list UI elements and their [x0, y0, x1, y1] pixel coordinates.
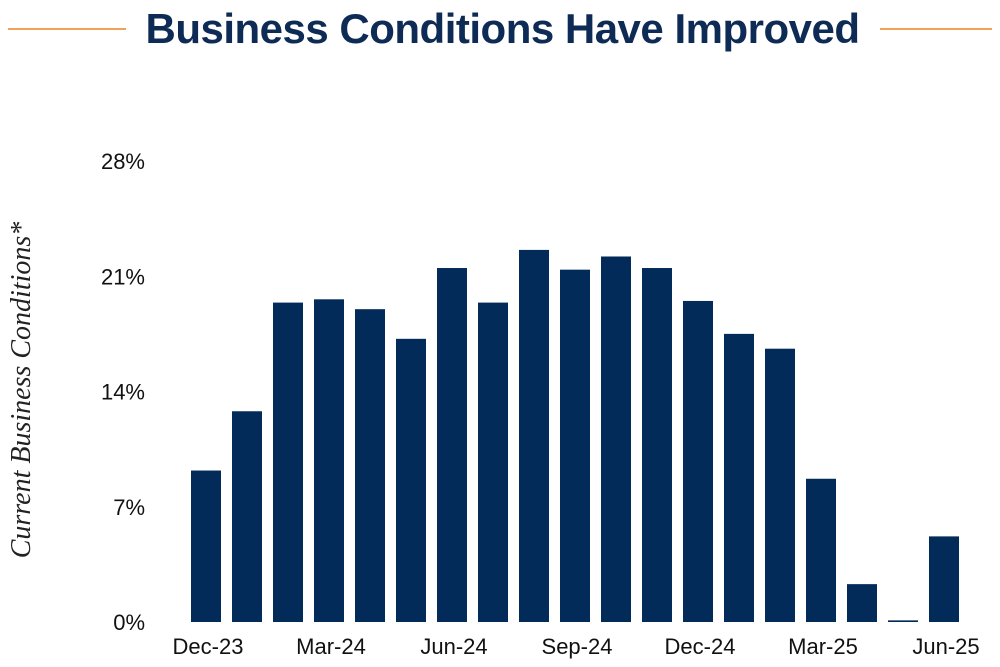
- bar-feb-25: [765, 348, 795, 622]
- x-tick-label: Mar-25: [788, 634, 858, 659]
- title-rule-left: [8, 28, 126, 30]
- bar-mar-25: [806, 478, 836, 622]
- bar-jun-25: [929, 536, 959, 622]
- bar-dec-23: [191, 470, 221, 622]
- x-tick-label: Mar-24: [296, 634, 366, 659]
- y-tick-label: 7%: [113, 495, 145, 520]
- bar-dec-24: [683, 300, 713, 622]
- bar-may-24: [396, 338, 426, 622]
- y-tick-label: 0%: [113, 610, 145, 635]
- y-tick-label: 21%: [101, 264, 145, 289]
- bar-apr-25: [847, 584, 877, 622]
- bar-mar-24: [314, 299, 344, 622]
- bar-jul-24: [478, 302, 508, 622]
- bar-feb-24: [273, 302, 303, 622]
- bar-apr-24: [355, 309, 385, 622]
- bar-aug-24: [519, 249, 549, 622]
- x-tick-label: Jun-24: [420, 634, 487, 659]
- x-tick-label: Dec-23: [173, 634, 244, 659]
- x-tick-label: Sep-24: [542, 634, 613, 659]
- bar-oct-24: [601, 256, 631, 622]
- bar-jan-25: [724, 333, 754, 622]
- title-rule-right: [880, 28, 992, 30]
- x-tick-label: Dec-24: [665, 634, 736, 659]
- title-row: Business Conditions Have Improved: [0, 0, 1000, 62]
- y-tick-label: 14%: [101, 380, 145, 405]
- y-tick-label: 28%: [101, 149, 145, 174]
- chart-title: Business Conditions Have Improved: [145, 5, 861, 52]
- bar-nov-24: [642, 268, 672, 622]
- bar-jun-24: [437, 268, 467, 622]
- bar-jan-24: [232, 411, 262, 622]
- bar-may-25: [888, 620, 918, 622]
- bar-sep-24: [560, 269, 590, 622]
- x-tick-label: Jun-25: [912, 634, 979, 659]
